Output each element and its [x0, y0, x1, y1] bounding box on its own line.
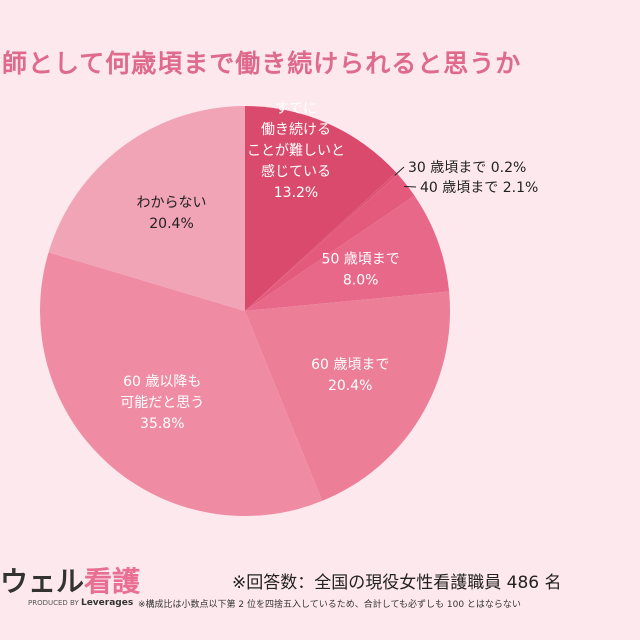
- slice-label: わからない: [137, 195, 207, 211]
- slice-value: 20.4%: [328, 378, 372, 394]
- slice-label: 可能だと思う: [120, 395, 204, 411]
- slice-label: 60 歳以降も: [123, 374, 201, 390]
- footnote: ※構成比は小数点以下第 2 位を四捨五入しているため、合計しても必ずしも 100…: [138, 600, 521, 610]
- slice-value: 35.8%: [140, 416, 184, 432]
- logo: ウェル看護: [0, 565, 141, 598]
- slice-label: 60 歳頃まで: [311, 357, 389, 373]
- slice-label: ことが難しいと: [247, 143, 345, 159]
- pie-slice: [48, 106, 246, 311]
- slice-label: 感じている: [261, 163, 331, 180]
- slice-label: 50 歳頃まで: [322, 252, 400, 268]
- pie-slice: [245, 174, 415, 311]
- slice-value: 8.0%: [343, 273, 379, 289]
- chart-title: 師として何歳頃まで働き続けられると思うか: [2, 49, 522, 78]
- pie-slice: [245, 172, 398, 311]
- slice-label: すでに: [275, 101, 317, 117]
- slice-label: 40 歳頃まで 2.1%: [420, 180, 538, 196]
- slice-label: 働き続ける: [261, 121, 331, 138]
- slice-value: 20.4%: [149, 216, 193, 232]
- slice-value: 13.2%: [274, 185, 318, 201]
- respondent-count: ※回答数：全国の現役女性看護職員 486 名: [232, 573, 562, 593]
- pie-slice: [245, 195, 450, 311]
- pie-slice: [245, 106, 397, 311]
- pie-slice: [245, 291, 451, 501]
- slice-label: 30 歳頃まで 0.2%: [408, 160, 526, 176]
- produced-by: PRODUCED BY Leverages: [28, 598, 134, 608]
- pie-slice: [39, 252, 323, 516]
- leader-line: [394, 166, 405, 176]
